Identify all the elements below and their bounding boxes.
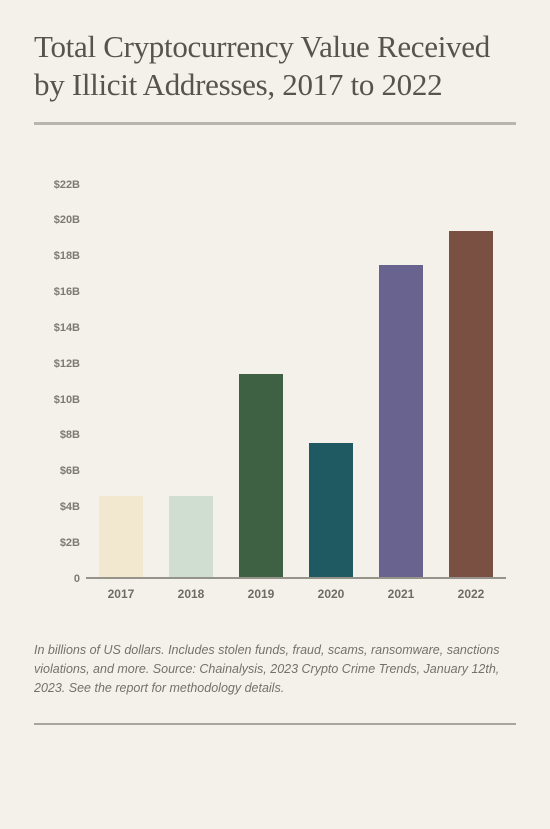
x-tick-label: 2018: [178, 587, 205, 601]
y-tick-label: 0: [74, 573, 80, 585]
x-tick-label: 2022: [458, 587, 485, 601]
y-tick-label: $4B: [60, 501, 80, 513]
y-tick-label: $22B: [54, 179, 80, 191]
y-tick-label: $20B: [54, 214, 80, 226]
y-axis: 0$2B$4B$6B$8B$10B$12B$14B$16B$18B$20B$22…: [44, 185, 86, 579]
y-tick-label: $18B: [54, 250, 80, 262]
x-tick-label: 2020: [318, 587, 345, 601]
x-axis: 2017 2018 2019 2020 2021 2022: [86, 579, 506, 605]
bar: [239, 374, 283, 578]
y-tick-label: $6B: [60, 465, 80, 477]
x-tick-label: 2017: [108, 587, 135, 601]
bottom-divider: [34, 723, 516, 725]
chart-caption: In billions of US dollars. Includes stol…: [34, 641, 516, 699]
caption-part3: See the report for methodology details.: [69, 681, 284, 695]
bar: [309, 443, 353, 579]
bar: [449, 231, 493, 578]
y-tick-label: $12B: [54, 358, 80, 370]
y-tick-label: $10B: [54, 394, 80, 406]
bars-container: [86, 185, 506, 579]
y-tick-label: $16B: [54, 286, 80, 298]
chart-title: Total Cryptocurrency Value Received by I…: [34, 28, 516, 104]
title-divider: [34, 122, 516, 125]
bar-chart: 0$2B$4B$6B$8B$10B$12B$14B$16B$18B$20B$22…: [44, 185, 506, 605]
x-tick-label: 2021: [388, 587, 415, 601]
y-tick-label: $2B: [60, 537, 80, 549]
y-tick-label: $8B: [60, 429, 80, 441]
y-tick-label: $14B: [54, 322, 80, 334]
bar: [169, 496, 213, 578]
x-tick-label: 2019: [248, 587, 275, 601]
bar: [99, 496, 143, 578]
plot-area: [86, 185, 506, 579]
bar: [379, 265, 423, 578]
